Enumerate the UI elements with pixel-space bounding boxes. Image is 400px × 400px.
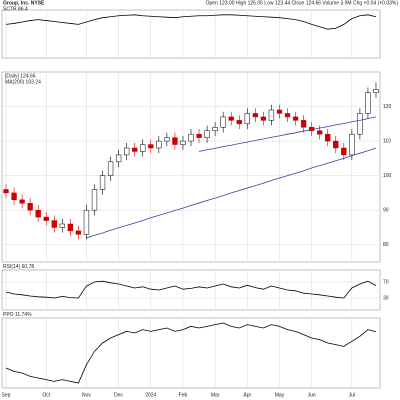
- panel-subtitle: MA(200) 103.24: [5, 79, 41, 85]
- panel-frame: [1, 9, 381, 59]
- candle-body: [132, 147, 138, 152]
- candle-body: [333, 140, 339, 149]
- x-tick-label: Jun: [308, 392, 316, 398]
- y-tick-label: 100: [383, 173, 392, 179]
- candle-body: [292, 116, 299, 121]
- candle-body: [196, 133, 202, 138]
- candle-body: [357, 113, 363, 135]
- candle-body: [75, 230, 82, 235]
- chart-title: Group, Inc. NYSE: [3, 0, 45, 6]
- x-tick-label: May: [275, 392, 285, 398]
- panel-frame: [1, 269, 381, 311]
- candle-body: [83, 209, 90, 235]
- indicator-line: [5, 14, 377, 30]
- candle-body: [11, 192, 17, 201]
- x-tick-label: Mar: [211, 392, 220, 398]
- candle-body: [180, 140, 186, 145]
- candle-body: [317, 130, 323, 135]
- x-tick-label: Nov: [82, 392, 91, 398]
- candle-body: [276, 109, 283, 114]
- candle-body: [325, 133, 331, 142]
- y-tick-label: 70: [383, 279, 389, 285]
- candle-body: [67, 223, 74, 232]
- x-tick-label: Oct: [42, 392, 50, 398]
- panel-frame: [1, 71, 381, 263]
- candle-body: [300, 120, 307, 128]
- candle-body: [341, 147, 347, 156]
- panel-label: RSI(14) 60.78: [3, 264, 34, 270]
- indicator-line: [5, 280, 377, 299]
- candle-body: [99, 175, 106, 190]
- panel-frame: [1, 317, 381, 389]
- candle-body: [212, 127, 218, 131]
- candle-body: [236, 120, 242, 125]
- candle-body: [43, 216, 49, 221]
- candle-body: [51, 220, 57, 228]
- candle-body: [284, 113, 291, 118]
- candle-body: [123, 147, 130, 156]
- candle-body: [59, 223, 65, 228]
- candle-body: [91, 189, 98, 211]
- panel-label: PPO 11.74%: [3, 312, 32, 318]
- candle-body: [148, 144, 154, 149]
- candle-body: [115, 154, 122, 163]
- candle-body: [35, 209, 41, 218]
- quote-line: Open 123.00 High 126.05 Low 123.44 Close…: [206, 0, 399, 6]
- candle-body: [172, 137, 178, 145]
- candle-body: [3, 189, 9, 194]
- y-tick-label: 110: [383, 138, 391, 144]
- y-tick-label: 30: [383, 295, 389, 301]
- x-tick-label: Dec: [114, 392, 123, 398]
- indicator-line: [5, 322, 377, 384]
- candle-body: [204, 130, 210, 138]
- candle-body: [27, 203, 33, 211]
- x-tick-label: 2024: [145, 392, 156, 398]
- candle-body: [373, 89, 379, 93]
- y-tick-label: 120: [383, 104, 392, 110]
- panel-label: SCTR 86.4: [3, 6, 28, 12]
- candle-body: [19, 199, 25, 204]
- panel-title: [Daily] 124.66: [5, 73, 36, 79]
- candle-body: [365, 92, 371, 114]
- candle-body: [140, 144, 146, 152]
- x-tick-label: Sep: [2, 392, 11, 398]
- candle-body: [188, 133, 194, 142]
- candle-body: [349, 133, 355, 156]
- x-tick-label: Feb: [179, 392, 188, 398]
- candle-body: [260, 116, 267, 121]
- candle-body: [107, 161, 114, 176]
- y-tick-label: 90: [383, 208, 389, 214]
- y-tick-label: 80: [383, 242, 389, 248]
- candle-body: [268, 109, 275, 121]
- overlay-line: [198, 116, 377, 152]
- candle-body: [220, 116, 226, 128]
- candle-body: [252, 113, 259, 118]
- overlay-line: [86, 147, 377, 239]
- candle-body: [164, 137, 170, 142]
- candle-body: [244, 113, 250, 125]
- candle-body: [156, 140, 162, 149]
- x-tick-label: Jul: [349, 392, 355, 398]
- candle-body: [228, 116, 234, 121]
- x-tick-label: Apr: [243, 392, 251, 398]
